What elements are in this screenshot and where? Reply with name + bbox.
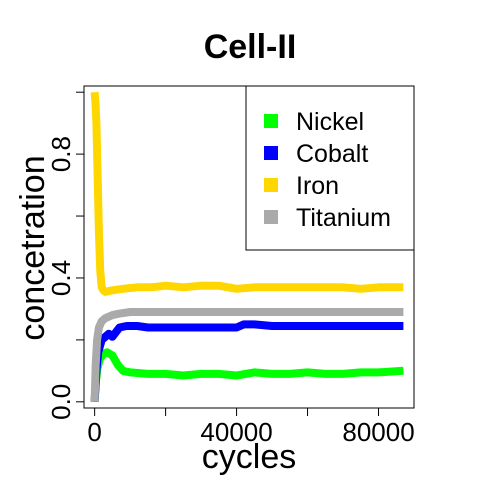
x-tick-label: 0 — [87, 417, 101, 447]
y-axis: 0.0 0.4 0.8 — [46, 91, 84, 420]
legend-label-nickel: Nickel — [296, 108, 364, 136]
legend-label-iron: Iron — [296, 172, 339, 200]
series-line-iron — [90, 91, 404, 296]
legend-swatch-nickel — [264, 114, 278, 128]
x-tick-label: 40000 — [200, 417, 272, 447]
series-line-cobalt — [90, 320, 404, 403]
series-layer — [90, 91, 404, 403]
y-tick-label: 0.0 — [46, 384, 76, 420]
series-line-titanium — [90, 308, 404, 402]
x-axis-label: cycles — [202, 438, 296, 476]
legend-label-cobalt: Cobalt — [296, 140, 368, 168]
x-tick-label: 80000 — [342, 417, 414, 447]
x-axis: 0 40000 80000 — [87, 408, 415, 447]
legend-swatch-cobalt — [264, 146, 278, 160]
series-line-nickel — [90, 348, 404, 403]
y-tick-label: 0.4 — [46, 260, 76, 296]
legend-label-titanium: Titanium — [296, 204, 391, 232]
chart-title: Cell-II — [204, 28, 297, 66]
legend-swatch-titanium — [264, 210, 278, 224]
legend-swatch-iron — [264, 178, 278, 192]
legend: Nickel Cobalt Iron Titanium — [245, 85, 415, 251]
y-axis-label: concetration — [14, 155, 52, 340]
y-tick-label: 0.8 — [46, 136, 76, 172]
